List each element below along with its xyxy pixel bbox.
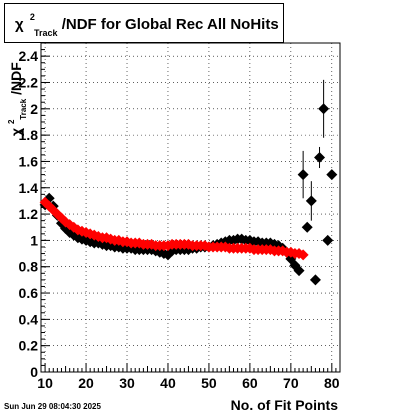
- y-tick-label: 2: [30, 101, 38, 117]
- title-sup: 2: [30, 12, 35, 22]
- footer-timestamp: Sun Jun 29 08:04:30 2025: [4, 402, 101, 411]
- data-point: [314, 151, 326, 163]
- y-tick-label: 2.4: [19, 48, 39, 64]
- data-point: [55, 212, 67, 224]
- data-point: [305, 195, 317, 207]
- y-tick-label: 1.4: [19, 180, 39, 196]
- x-axis-title: No. of Fit Points: [231, 397, 339, 413]
- y-tick-label: 1.8: [19, 127, 39, 143]
- x-tick-label: 40: [160, 375, 176, 391]
- data-point: [297, 169, 309, 181]
- data-point: [309, 274, 321, 286]
- data-point: [301, 221, 313, 233]
- title-chi: χ: [15, 16, 24, 33]
- data-point: [297, 249, 309, 261]
- x-tick-label: 60: [242, 375, 258, 391]
- svg-text:χ 2 Track /N: χ 2 Track /NDF: [1, 62, 29, 136]
- data-marks: [39, 79, 338, 286]
- y-axis-title-rest: /NDF: [8, 62, 24, 95]
- y-axis-title-sub: Track: [19, 98, 28, 119]
- data-point: [318, 103, 330, 115]
- y-tick-label: 0.6: [19, 285, 39, 301]
- y-tick-label: 2.2: [19, 74, 39, 90]
- data-point: [326, 169, 338, 181]
- y-tick-label: 0.2: [19, 338, 39, 354]
- svg-text:χ 2 Track /N: χ 2 Track /NDF for Global Rec All NoHits: [15, 7, 279, 40]
- title-box: χ 2 Track /NDF for Global Rec All NoHits: [4, 3, 284, 43]
- x-tick-label: 20: [78, 375, 94, 391]
- y-axis-title: χ 2 Track /NDF: [1, 62, 29, 136]
- title-svg: χ 2 Track /NDF for Global Rec All NoHits: [15, 7, 279, 40]
- y-tick-label: 0.4: [19, 311, 39, 327]
- x-tick-label: 10: [37, 375, 53, 391]
- data-point: [322, 234, 334, 246]
- y-axis-title-chi: χ: [8, 128, 24, 136]
- x-tick-label: 80: [324, 375, 340, 391]
- y-tick-label: 1.2: [19, 206, 39, 222]
- x-tick-label: 50: [201, 375, 217, 391]
- x-tick-label: 30: [119, 375, 135, 391]
- y-tick-label: 1: [30, 232, 38, 248]
- axis-ticks: 10 20 30 40 50 60 70 80 0 0.2 0.4 0.6 0.8 1 1.2 1.4 1.6 1…: [19, 42, 341, 391]
- y-tick-label: 0: [30, 364, 38, 380]
- title-sub: Track: [34, 28, 59, 38]
- y-tick-label: 0.8: [19, 259, 39, 275]
- data-point: [293, 265, 305, 277]
- title-rest: /NDF for Global Rec All NoHits: [62, 16, 279, 33]
- y-axis-title-sup: 2: [7, 119, 16, 124]
- x-tick-label: 70: [283, 375, 299, 391]
- grid-lines: [41, 43, 340, 372]
- y-tick-label: 1.6: [19, 153, 39, 169]
